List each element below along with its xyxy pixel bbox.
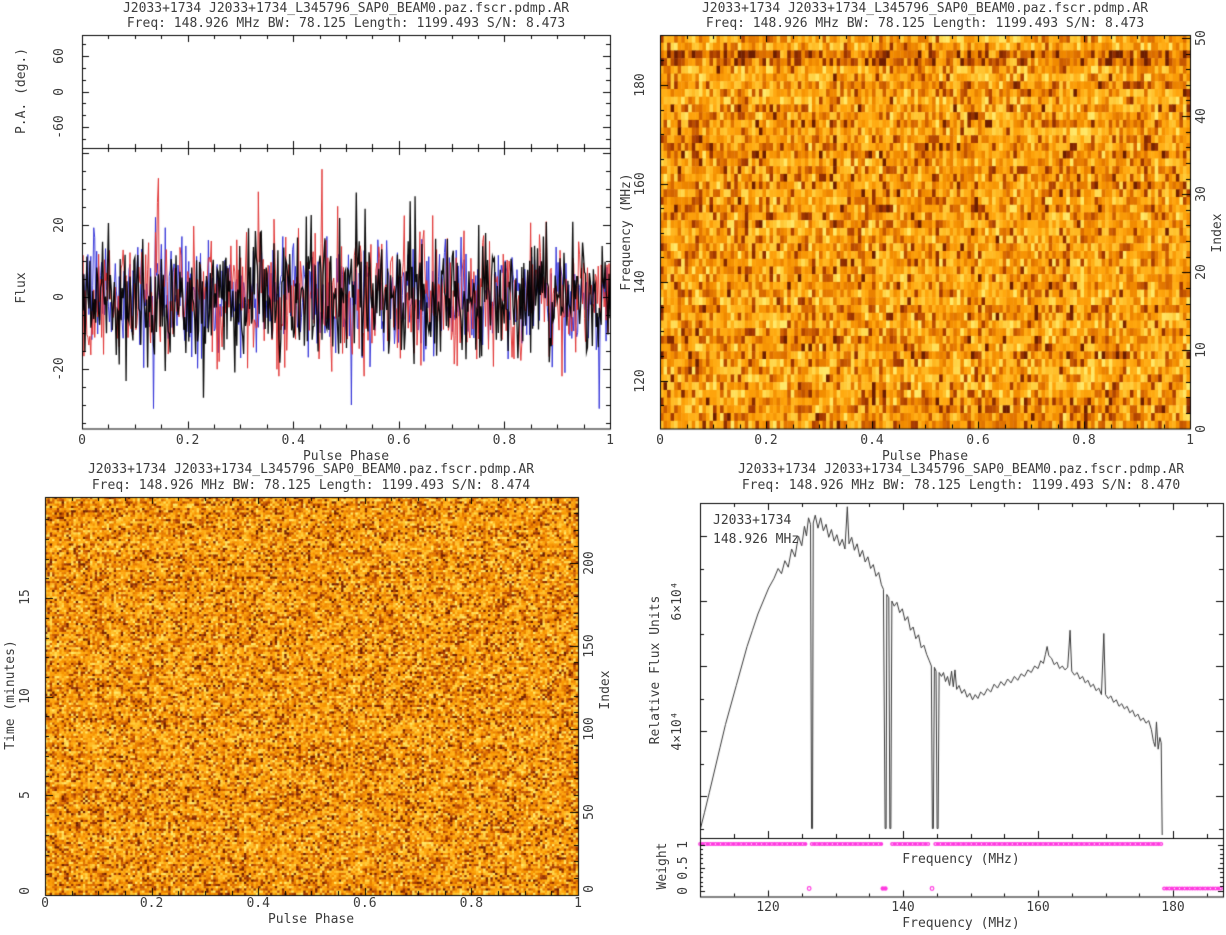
br-weight-tick-0.5: 0.5 <box>676 856 691 880</box>
br-xtick-140: 140 <box>891 900 915 915</box>
tr-xtick-1: 1 <box>1186 433 1194 448</box>
bottom-right-xaxis-label: Frequency (MHz) <box>902 916 1020 931</box>
tr-index-tick-50: 50 <box>1194 30 1209 46</box>
index-axis-label: Index <box>1210 213 1225 253</box>
bl-xtick-0: 0 <box>41 896 49 911</box>
bl-index-tick-100: 100 <box>582 717 597 741</box>
bl-time-tick-0: 0 <box>18 887 33 895</box>
bl-index-tick-50: 50 <box>582 804 597 820</box>
bandpass-annotation-source: J2033+1734 <box>713 513 792 528</box>
bl-xtick-0.4: 0.4 <box>246 896 270 911</box>
br-xtick-180: 180 <box>1161 900 1185 915</box>
bl-xtick-0.8: 0.8 <box>459 896 484 911</box>
bl-index-tick-200: 200 <box>582 551 597 575</box>
tl-xtick-0.4: 0.4 <box>281 433 305 448</box>
tr-xtick-0.8: 0.8 <box>1072 433 1096 448</box>
tr-freq-tick-160: 160 <box>633 171 648 196</box>
br-xtick-160: 160 <box>1026 900 1050 915</box>
top-right-subtitle: Freq: 148.926 MHz BW: 78.125 Length: 119… <box>705 16 1145 31</box>
pa-ytick-60: 60 <box>52 48 67 64</box>
top-left-subtitle: Freq: 148.926 MHz BW: 78.125 Length: 119… <box>126 16 566 31</box>
tl-xtick-0.2: 0.2 <box>175 433 200 448</box>
br-weight-tick-1: 1 <box>676 840 691 849</box>
pa-axis-label: P.A. (deg.) <box>14 47 29 135</box>
br-flux-tick-4e4: 4×10⁴ <box>670 711 685 751</box>
br-xtick-120: 120 <box>756 900 780 915</box>
tr-xtick-0.6: 0.6 <box>966 433 990 448</box>
tr-freq-tick-180: 180 <box>633 73 648 97</box>
bandpass-annotation-freq: 148.926 MHz <box>713 532 800 547</box>
bl-time-tick-15: 15 <box>18 589 33 605</box>
tr-index-tick-20: 20 <box>1194 264 1209 281</box>
relative-flux-axis-label: Relative Flux Units <box>648 595 663 745</box>
bl-index-tick-0: 0 <box>582 885 597 893</box>
flux-ytick--20: -20 <box>52 357 67 381</box>
pa-ytick-0: 0 <box>52 87 67 96</box>
tl-xtick-0.8: 0.8 <box>492 433 517 448</box>
tr-xtick-0: 0 <box>656 433 664 448</box>
tr-index-tick-40: 40 <box>1194 108 1209 124</box>
tr-xtick-0.4: 0.4 <box>860 433 884 448</box>
tr-xtick-0.2: 0.2 <box>754 433 778 448</box>
bottom-right-subtitle: Freq: 148.926 MHz BW: 78.125 Length: 119… <box>741 478 1181 493</box>
bottom-left-title: J2033+1734 J2033+1734_L345796_SAP0_BEAM0… <box>87 462 535 477</box>
top-left-xaxis-label: Pulse Phase <box>302 449 390 464</box>
bl-xtick-0.6: 0.6 <box>353 896 377 911</box>
tr-index-tick-10: 10 <box>1194 342 1209 359</box>
flux-axis-label: Flux <box>14 272 29 304</box>
tr-index-tick-0: 0 <box>1194 424 1209 433</box>
tl-xtick-0: 0 <box>78 433 86 448</box>
tl-xtick-0.6: 0.6 <box>387 433 411 448</box>
tl-xtick-1: 1 <box>606 433 614 448</box>
bl-time-tick-10: 10 <box>18 688 33 704</box>
weight-axis-label: Weight <box>655 842 670 890</box>
br-weight-tick-0: 0 <box>676 887 691 895</box>
index-axis-label-right: Index <box>598 670 613 710</box>
tr-freq-tick-140: 140 <box>633 270 648 294</box>
bottom-right-title: J2033+1734 J2033+1734_L345796_SAP0_BEAM0… <box>737 462 1185 477</box>
flux-ytick-0: 0 <box>52 293 67 301</box>
br-flux-tick-6e4: 6×10⁴ <box>670 581 685 621</box>
top-right-title: J2033+1734 J2033+1734_L345796_SAP0_BEAM0… <box>701 1 1149 16</box>
bl-xtick-1: 1 <box>574 896 582 911</box>
bl-index-tick-150: 150 <box>582 634 597 658</box>
top-left-title: J2033+1734 J2033+1734_L345796_SAP0_BEAM0… <box>122 1 570 16</box>
frequency-inner-label: Frequency (MHz) <box>902 852 1020 867</box>
pa-ytick--60: -60 <box>52 115 67 139</box>
bottom-left-subtitle: Freq: 148.926 MHz BW: 78.125 Length: 119… <box>91 478 531 493</box>
flux-ytick-20: 20 <box>52 217 67 233</box>
tr-index-tick-30: 30 <box>1194 186 1209 203</box>
tr-freq-tick-120: 120 <box>633 368 648 393</box>
bottom-left-xaxis-label: Pulse Phase <box>267 912 355 927</box>
time-axis-label: Time (minutes) <box>3 640 18 750</box>
frequency-axis-label: Frequency (MHz) <box>619 173 634 291</box>
top-right-xaxis-label: Pulse Phase <box>881 449 969 464</box>
bl-time-tick-5: 5 <box>18 791 33 799</box>
bl-xtick-0.2: 0.2 <box>139 896 164 911</box>
